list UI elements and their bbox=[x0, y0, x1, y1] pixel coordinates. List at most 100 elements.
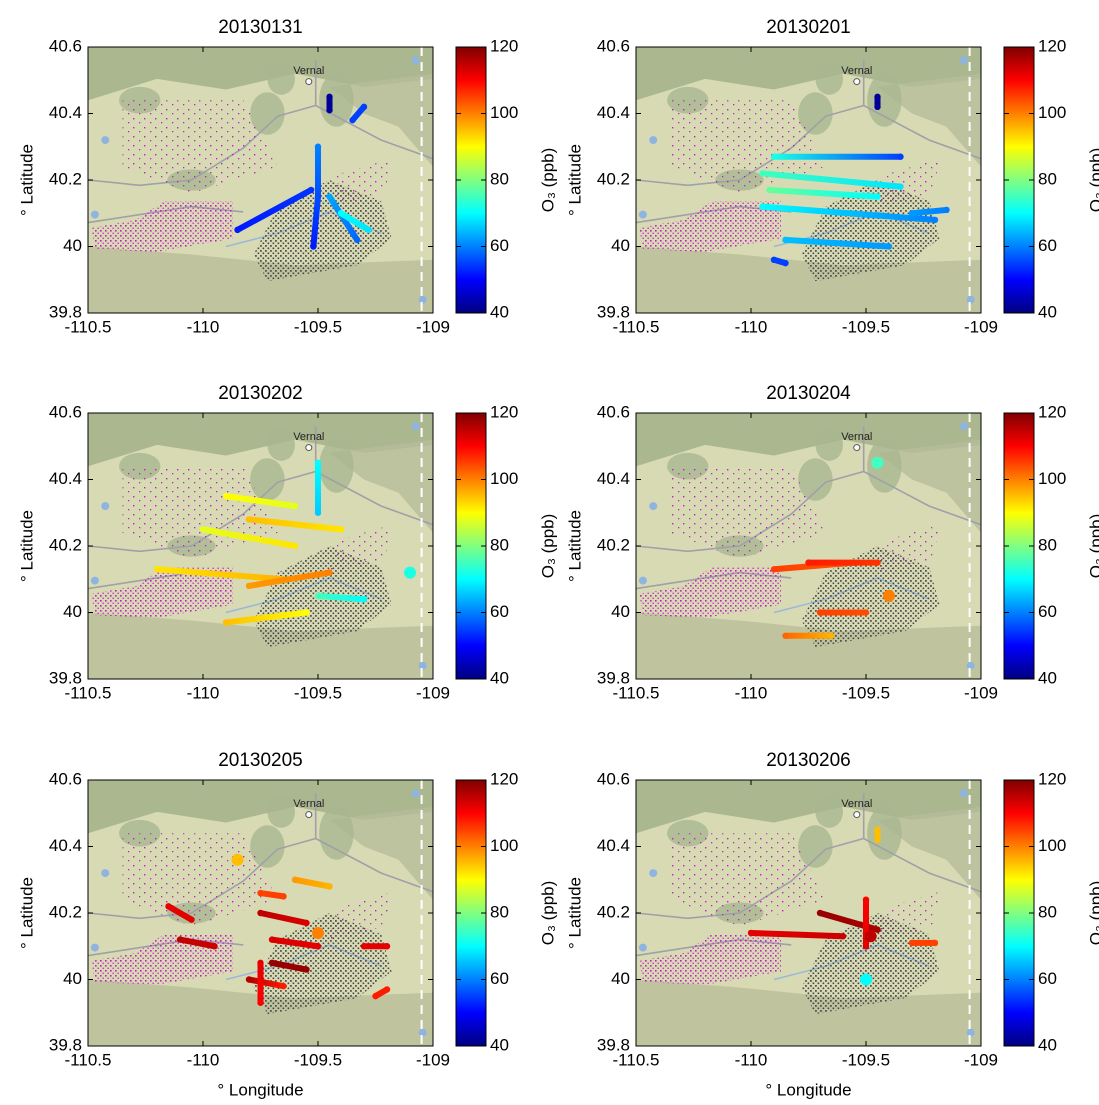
chart-title: 20130204 bbox=[766, 383, 851, 404]
map-lake bbox=[649, 869, 657, 877]
y-axis-label: ° Latitude bbox=[17, 510, 36, 582]
map-lake bbox=[649, 502, 657, 510]
y-axis-label: ° Latitude bbox=[565, 144, 584, 216]
track-point bbox=[177, 936, 183, 942]
y-tick-label: 40.6 bbox=[597, 402, 630, 421]
chart-title: 20130206 bbox=[766, 750, 851, 771]
map-park bbox=[319, 807, 354, 860]
map-lake bbox=[419, 662, 427, 670]
map-lake bbox=[419, 1029, 427, 1037]
vernal-marker bbox=[854, 79, 860, 85]
track-point bbox=[315, 593, 321, 599]
track-point bbox=[165, 903, 171, 909]
place-label: Vernal bbox=[293, 798, 324, 810]
track-point bbox=[372, 993, 378, 999]
y-tick-label: 40.4 bbox=[49, 469, 82, 488]
track-point bbox=[365, 227, 371, 233]
colorbar-label: O₃ (ppb) bbox=[1086, 514, 1099, 579]
track-point bbox=[361, 596, 367, 602]
track-point bbox=[234, 227, 240, 233]
map-park bbox=[267, 429, 295, 461]
colorbar-tick-label: 60 bbox=[1038, 602, 1057, 621]
colorbar-tick-label: 80 bbox=[1038, 169, 1057, 188]
colorbar-tick-label: 40 bbox=[1038, 1035, 1057, 1054]
colorbar-tick-label: 120 bbox=[490, 402, 518, 421]
vernal-marker bbox=[306, 79, 312, 85]
y-tick-label: 39.8 bbox=[49, 302, 82, 321]
track-point bbox=[326, 569, 332, 575]
track-point bbox=[828, 633, 834, 639]
track-point bbox=[886, 243, 892, 249]
y-axis-label: ° Latitude bbox=[565, 510, 584, 582]
y-tick-label: 40 bbox=[63, 969, 82, 988]
track-segment bbox=[261, 893, 284, 896]
map-park bbox=[267, 796, 295, 828]
track-segment bbox=[318, 596, 364, 599]
map-lake bbox=[639, 211, 647, 219]
track-point bbox=[223, 493, 229, 499]
colorbar-tick-label: 100 bbox=[1038, 103, 1066, 122]
chart-title: 20130205 bbox=[218, 750, 303, 771]
map-park bbox=[867, 74, 902, 127]
track-point bbox=[232, 854, 244, 866]
y-tick-label: 39.8 bbox=[597, 1035, 630, 1054]
colorbar-tick-label: 80 bbox=[490, 535, 509, 554]
track-point bbox=[269, 936, 275, 942]
track-point bbox=[315, 510, 321, 516]
y-tick-label: 40.2 bbox=[597, 169, 630, 188]
track-point bbox=[805, 559, 811, 565]
map-lake bbox=[419, 296, 427, 304]
y-tick-label: 40 bbox=[611, 602, 630, 621]
track-point bbox=[338, 210, 344, 216]
y-tick-label: 40.6 bbox=[49, 769, 82, 788]
y-tick-label: 40.6 bbox=[49, 402, 82, 421]
track-point bbox=[943, 207, 949, 213]
x-tick-label: -110 bbox=[187, 317, 220, 336]
track-point bbox=[782, 237, 788, 243]
colorbar-tick-label: 40 bbox=[1038, 668, 1057, 687]
colorbar-tick-label: 100 bbox=[490, 469, 518, 488]
track-point bbox=[817, 910, 823, 916]
track-segment bbox=[751, 933, 843, 936]
x-tick-label: -109 bbox=[416, 317, 450, 336]
track-point bbox=[312, 927, 324, 939]
map-park bbox=[319, 440, 354, 493]
colorbar-tick-label: 40 bbox=[1038, 302, 1057, 321]
y-tick-label: 40.4 bbox=[597, 836, 630, 855]
y-tick-label: 40.4 bbox=[49, 103, 82, 122]
y-tick-label: 40.4 bbox=[597, 103, 630, 122]
map-lake bbox=[101, 136, 109, 144]
colorbar-tick-label: 120 bbox=[1038, 402, 1066, 421]
colorbar-tick-label: 100 bbox=[490, 836, 518, 855]
y-tick-label: 40.2 bbox=[597, 535, 630, 554]
track-point bbox=[200, 526, 206, 532]
map-lake bbox=[967, 1029, 975, 1037]
x-tick-label: -109.5 bbox=[294, 683, 342, 702]
y-tick-label: 40.6 bbox=[49, 36, 82, 55]
x-tick-label: -110 bbox=[735, 317, 768, 336]
map-lake bbox=[91, 944, 99, 952]
track-point bbox=[874, 827, 880, 833]
map-lake bbox=[101, 502, 109, 510]
track-point bbox=[326, 193, 332, 199]
panel: Vernal-110.5-110-109.5-10939.84040.240.4… bbox=[565, 750, 1099, 1099]
track-point bbox=[771, 154, 777, 160]
panel: Vernal-110.5-110-109.5-10939.84040.240.4… bbox=[17, 383, 557, 702]
y-tick-label: 39.8 bbox=[597, 302, 630, 321]
track-point bbox=[303, 966, 309, 972]
map-lake bbox=[967, 662, 975, 670]
track-point bbox=[246, 976, 252, 982]
track-point bbox=[315, 460, 321, 466]
map-lake bbox=[639, 577, 647, 585]
y-axis-label: ° Latitude bbox=[17, 877, 36, 949]
y-tick-label: 40 bbox=[611, 969, 630, 988]
map-lake bbox=[639, 944, 647, 952]
track-point bbox=[361, 104, 367, 110]
vernal-marker bbox=[854, 445, 860, 451]
y-tick-label: 39.8 bbox=[597, 668, 630, 687]
track-point bbox=[315, 193, 321, 199]
track-point bbox=[909, 210, 915, 216]
y-tick-label: 39.8 bbox=[49, 1035, 82, 1054]
track-point bbox=[759, 170, 765, 176]
y-tick-label: 40.6 bbox=[597, 769, 630, 788]
